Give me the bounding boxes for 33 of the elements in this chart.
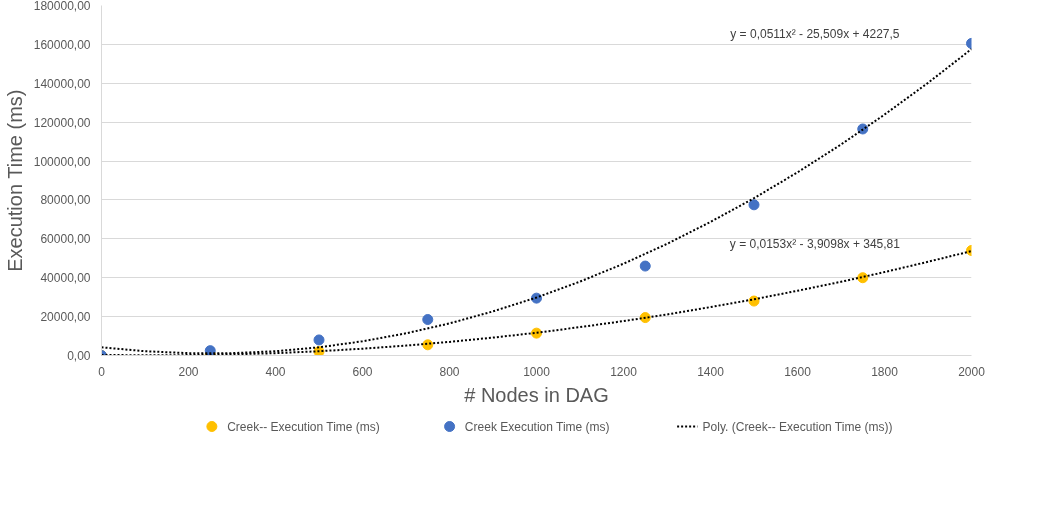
x-tick-label: 1200	[610, 364, 638, 379]
x-tick-label: 0	[98, 364, 106, 379]
x-tick-label: 1400	[697, 364, 725, 379]
point	[748, 199, 760, 211]
y-tick-label: 180000,00	[33, 0, 91, 13]
y-tick-label: 0,00	[67, 349, 91, 363]
x-axis-title: # Nodes in DAG	[464, 383, 609, 406]
point	[313, 334, 325, 346]
legend-label: Creek Execution Time (ms)	[464, 419, 610, 434]
y-tick-label: 60000,00	[40, 232, 91, 247]
point	[857, 272, 869, 284]
x-tick-label: 1800	[871, 364, 899, 379]
x-tick-label: 800	[439, 364, 460, 379]
y-tick-label: 120000,00	[33, 115, 91, 130]
point	[422, 314, 434, 326]
y-tick-label: 100000,00	[33, 154, 91, 169]
annotation: y = 0,0511x² - 25,509x + 4227,5	[730, 26, 900, 41]
y-tick-label: 20000,00	[40, 310, 91, 325]
point	[639, 260, 651, 272]
x-tick-label: 600	[352, 364, 373, 379]
y-tick-label: 80000,00	[40, 193, 91, 208]
y-axis-title: Execution Time (ms)	[3, 89, 26, 272]
x-tick-label: 200	[178, 364, 199, 379]
y-tick-label: 140000,00	[33, 76, 91, 91]
legend-label: Poly. (Creek-- Execution Time (ms))	[702, 419, 893, 434]
annotation: y = 0,0153x² - 3,9098x + 345,81	[729, 236, 901, 251]
x-tick-label: 1600	[784, 364, 812, 379]
x-tick-label: 2000	[958, 364, 986, 379]
legend-label: Creek-- Execution Time (ms)	[227, 419, 380, 434]
y-tick-label: 160000,00	[33, 37, 91, 52]
x-tick-label: 400	[265, 364, 286, 379]
y-tick-label: 40000,00	[40, 271, 91, 286]
x-tick-label: 1000	[523, 364, 551, 379]
